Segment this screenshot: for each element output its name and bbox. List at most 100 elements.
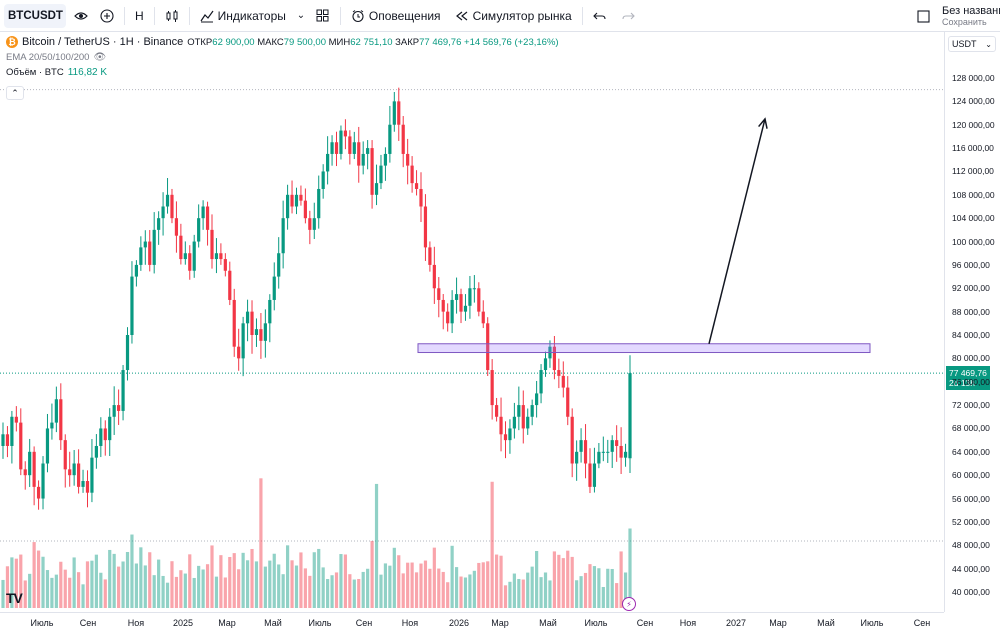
candle	[130, 276, 134, 335]
volume-bar	[352, 579, 356, 608]
volume-bar	[374, 483, 379, 608]
chevron-down-icon[interactable]: ⌄	[296, 10, 306, 21]
candle	[272, 276, 276, 300]
candle	[228, 270, 232, 300]
candle	[592, 463, 597, 487]
candle	[268, 299, 272, 324]
volume-bar	[50, 577, 54, 608]
price-tick-label: 72 000,00	[952, 400, 990, 411]
volume-bar	[348, 574, 352, 608]
volume-bar	[161, 575, 165, 608]
volume-bar	[548, 580, 552, 608]
volume-bar	[597, 568, 601, 608]
templates-grid-icon[interactable]	[312, 5, 334, 27]
volume-bar	[481, 562, 485, 608]
candle	[99, 428, 103, 446]
candle	[10, 416, 14, 446]
tradingview-logo[interactable]: TV	[6, 590, 23, 606]
volume-bar	[437, 568, 441, 608]
symbol-search-button[interactable]: BTCUSDT	[4, 3, 66, 28]
time-tick-label: Сен	[636, 618, 654, 628]
price-tick-label: 112 000,00	[952, 166, 994, 177]
candle	[201, 206, 205, 219]
layout-save-button[interactable]: Без названия Сохранить	[942, 5, 1000, 27]
candles-icon[interactable]	[161, 5, 183, 27]
candle	[472, 288, 476, 290]
toolbar-divider	[153, 6, 155, 25]
legend-title[interactable]: Bitcoin / TetherUS · 1Н · Binance	[22, 36, 184, 48]
candle	[468, 288, 472, 306]
volume-bar	[321, 567, 325, 608]
candle	[50, 422, 54, 429]
volume-bar	[76, 572, 81, 608]
volume-bar	[463, 577, 468, 608]
interval-button[interactable]: Н	[131, 4, 148, 28]
rewind-icon	[455, 11, 467, 20]
volume-bar	[512, 573, 516, 608]
candle	[588, 463, 592, 487]
volume-bar	[143, 565, 147, 608]
low-value: 62 751,10	[350, 36, 393, 48]
candle	[259, 329, 263, 341]
layout-square-icon[interactable]	[912, 5, 934, 27]
candle	[59, 399, 63, 441]
volume-legend[interactable]: Объём · BTC 116,82 K	[6, 67, 559, 78]
time-tick-label: Ноя	[127, 618, 145, 628]
candle	[103, 428, 107, 441]
candle	[490, 370, 494, 406]
candle	[14, 416, 18, 423]
add-symbol-icon[interactable]	[96, 5, 118, 27]
arrow-drawing[interactable]	[708, 118, 766, 344]
candle	[72, 463, 76, 476]
ema-legend[interactable]: EMA 20/50/100/200 👁	[6, 52, 559, 63]
lightning-icon[interactable]: ⚡	[622, 597, 636, 611]
volume-bar	[179, 570, 183, 608]
indicators-icon	[200, 10, 214, 22]
volume-bar	[552, 551, 557, 608]
candle	[134, 264, 139, 277]
volume-bar	[103, 579, 107, 608]
candle	[406, 153, 410, 166]
price-tick-label: 68 000,00	[952, 423, 990, 434]
support-rectangle-drawing[interactable]	[417, 343, 871, 354]
collapse-legend-button[interactable]: ⌃	[6, 86, 24, 100]
candle	[334, 142, 339, 154]
candle	[477, 288, 481, 312]
time-tick-label: Мар	[491, 618, 509, 628]
candle	[410, 165, 414, 184]
volume-bar	[117, 566, 121, 608]
compare-eye-icon[interactable]	[70, 5, 92, 27]
candle	[610, 440, 614, 452]
volume-bar	[14, 558, 18, 608]
candle	[552, 346, 557, 371]
candle	[192, 241, 196, 271]
price-axis[interactable]: USDT ⌄ 77 469,76 2d 13h 40 000,00 44 000,…	[944, 32, 1000, 612]
symbol-label: BTCUSDT	[8, 9, 63, 22]
redo-icon[interactable]	[617, 5, 639, 27]
undo-icon[interactable]	[589, 5, 611, 27]
volume-bar	[241, 552, 245, 608]
candle	[441, 299, 445, 312]
time-axis[interactable]: Июль Сен Ноя 2025 Мар Май Июль Сен Ноя 2026 Мар Май…	[0, 612, 944, 635]
volume-bar	[588, 564, 592, 608]
volume-bar	[259, 478, 263, 608]
volume-bar	[366, 568, 370, 608]
volume-bar	[561, 558, 565, 608]
currency-selector[interactable]: USDT ⌄	[948, 36, 996, 52]
replay-button[interactable]: Симулятор рынка	[451, 4, 576, 28]
volume-label: Объём · BTC	[6, 67, 64, 78]
alerts-button[interactable]: Оповещения	[347, 4, 445, 28]
indicators-button[interactable]: Индикаторы	[196, 4, 290, 28]
price-chart[interactable]	[0, 32, 944, 612]
volume-bar	[214, 576, 219, 608]
volume-bar	[272, 553, 276, 608]
candle	[450, 299, 454, 324]
volume-bar	[54, 574, 58, 608]
volume-bar	[623, 572, 628, 608]
eye-icon[interactable]: 👁	[93, 52, 107, 63]
candle	[165, 194, 170, 207]
candle	[41, 463, 45, 499]
candle	[312, 218, 316, 230]
volume-bar	[454, 567, 459, 608]
price-tick-label: 124 000,00	[952, 96, 995, 107]
